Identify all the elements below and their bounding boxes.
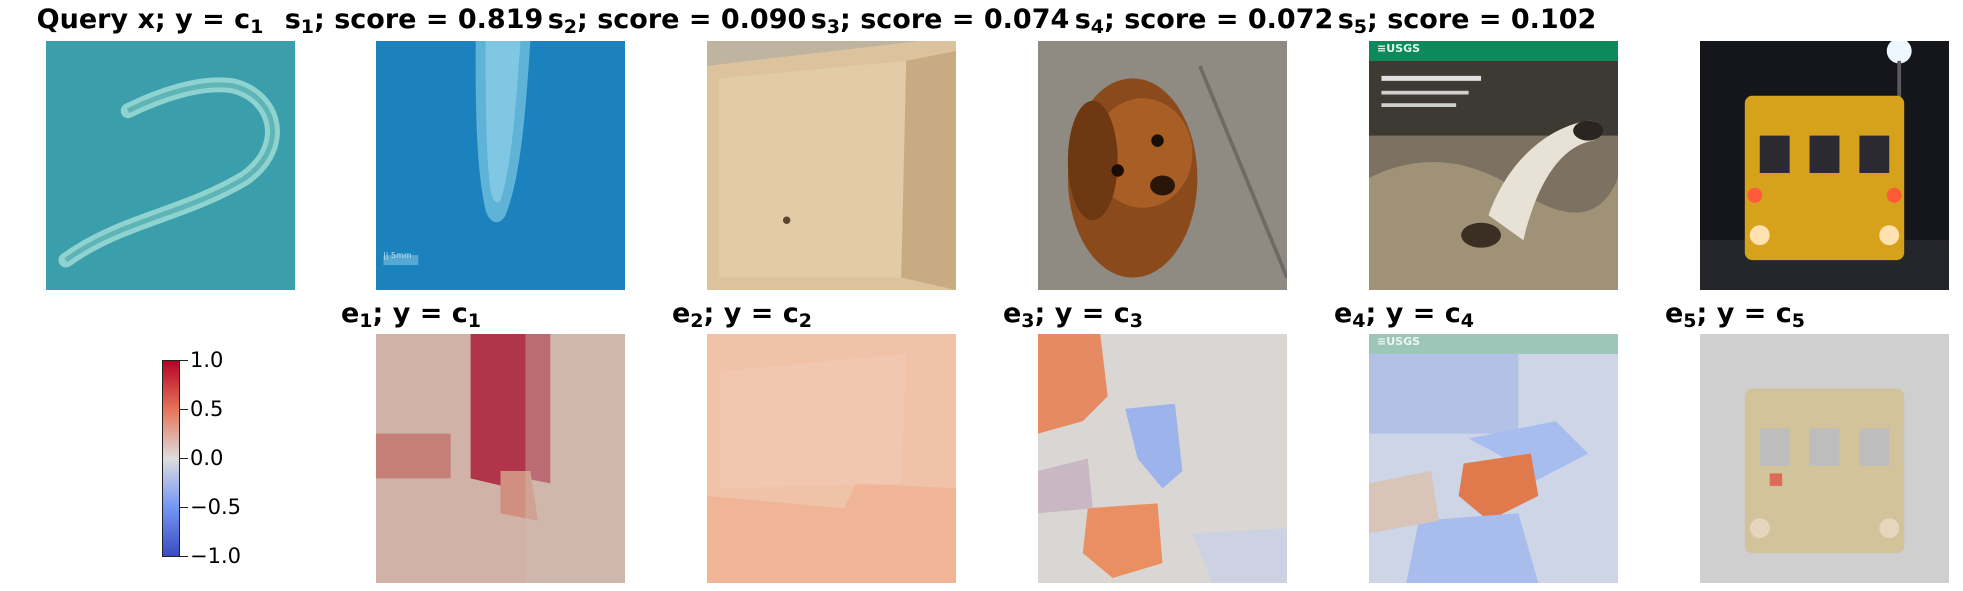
similar-image-2-wooden-box (707, 41, 956, 290)
title-e2: e2; y = c2 (671, 298, 812, 332)
title-e4: e4; y = c4 (1333, 298, 1474, 332)
similar-image-1-worm-microscope: || 5mm (376, 41, 625, 290)
explanation-map-3 (1038, 334, 1287, 583)
title-e5: e5; y = c5 (1664, 298, 1805, 332)
explanation-map-5 (1700, 334, 1949, 583)
colorbar-tick-5 (180, 556, 188, 557)
colorbar (162, 360, 180, 557)
title-e1: e1; y = c1 (340, 298, 481, 332)
colorbar-tick-1 (180, 360, 188, 361)
scale-bar-text: || 5mm (383, 251, 412, 260)
similar-image-5-school-bus (1700, 41, 1949, 290)
title-s5: s5; score = 0.102 (1337, 4, 1597, 38)
colorbar-label-2: 0.5 (190, 397, 224, 421)
query-image-nematode (46, 41, 295, 290)
title-e3: e3; y = c3 (1002, 298, 1143, 332)
usgs-logo-text-faded: ≡USGS (1377, 335, 1421, 348)
explanation-map-2 (707, 334, 956, 583)
title-s1: s1; score = 0.819 (284, 4, 544, 38)
title-s4: s4; score = 0.072 (1074, 4, 1334, 38)
title-s3: s3; score = 0.074 (810, 4, 1070, 38)
similar-image-4-ferret-poster: ≡USGS (1369, 41, 1618, 290)
title-query: Query x; y = c1 (36, 4, 264, 38)
similar-image-3-dog (1038, 41, 1287, 290)
colorbar-tick-2 (180, 409, 188, 410)
colorbar-label-1: 1.0 (190, 348, 224, 372)
colorbar-label-3: 0.0 (190, 446, 224, 470)
explanation-map-4: ≡USGS (1369, 334, 1618, 583)
colorbar-label-4: −0.5 (190, 495, 241, 519)
colorbar-tick-3 (180, 458, 188, 459)
title-s2: s2; score = 0.090 (547, 4, 807, 38)
colorbar-label-5: −1.0 (190, 544, 241, 568)
usgs-logo-text: ≡USGS (1377, 42, 1421, 55)
explanation-map-1 (376, 334, 625, 583)
colorbar-tick-4 (180, 507, 188, 508)
